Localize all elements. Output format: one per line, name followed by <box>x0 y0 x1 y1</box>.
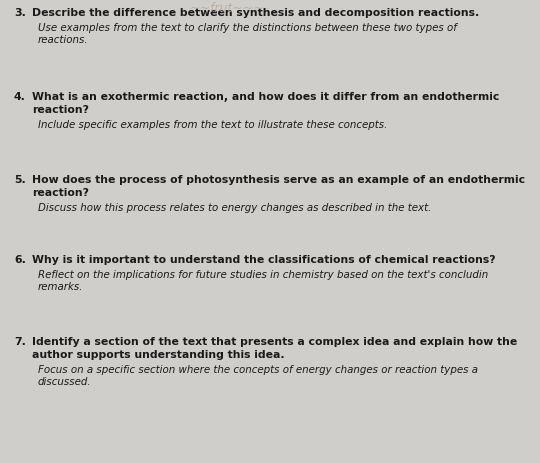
Text: 5.: 5. <box>14 175 26 185</box>
Text: Identify a section of the text that presents a complex idea and explain how the: Identify a section of the text that pres… <box>32 337 517 347</box>
Text: remarks.: remarks. <box>38 282 84 292</box>
Text: Focus on a specific section where the concepts of energy changes or reaction typ: Focus on a specific section where the co… <box>38 365 478 375</box>
Text: Reflect on the implications for future studies in chemistry based on the text's : Reflect on the implications for future s… <box>38 270 488 280</box>
Text: Why is it important to understand the classifications of chemical reactions?: Why is it important to understand the cl… <box>32 255 496 265</box>
Text: ~~frut~~~: ~~frut~~~ <box>190 2 265 15</box>
Text: 4.: 4. <box>14 92 26 102</box>
Text: 6.: 6. <box>14 255 26 265</box>
Text: Use examples from the text to clarify the distinctions between these two types o: Use examples from the text to clarify th… <box>38 23 457 33</box>
Text: discussed.: discussed. <box>38 377 92 387</box>
Text: 7.: 7. <box>14 337 26 347</box>
Text: Describe the difference between synthesis and decomposition reactions.: Describe the difference between synthesi… <box>32 8 480 18</box>
Text: How does the process of photosynthesis serve as an example of an endothermic: How does the process of photosynthesis s… <box>32 175 525 185</box>
Text: Include specific examples from the text to illustrate these concepts.: Include specific examples from the text … <box>38 120 387 130</box>
Text: What is an exothermic reaction, and how does it differ from an endothermic: What is an exothermic reaction, and how … <box>32 92 500 102</box>
Text: 3.: 3. <box>14 8 26 18</box>
Text: Discuss how this process relates to energy changes as described in the text.: Discuss how this process relates to ener… <box>38 203 431 213</box>
Text: reaction?: reaction? <box>32 105 89 115</box>
Text: reaction?: reaction? <box>32 188 89 198</box>
Text: reactions.: reactions. <box>38 35 89 45</box>
Text: author supports understanding this idea.: author supports understanding this idea. <box>32 350 285 360</box>
